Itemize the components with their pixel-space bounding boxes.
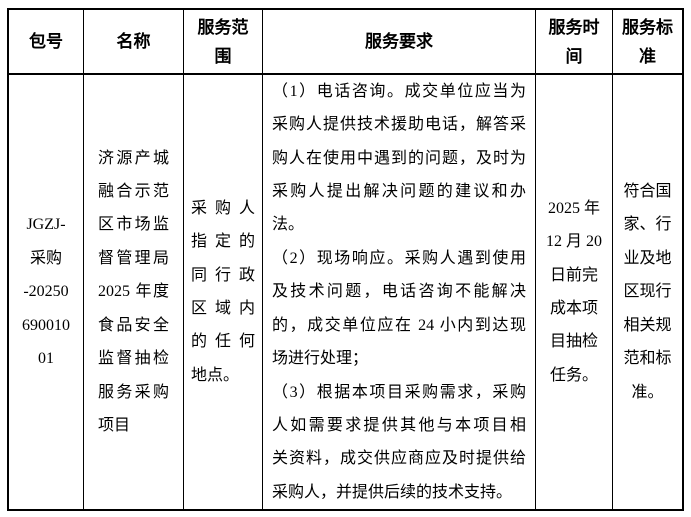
text-line: 任务。 — [549, 366, 598, 384]
text-line: 符合国 — [623, 183, 672, 201]
text-line: （3）根据本项目采购需求，采购 — [272, 383, 526, 401]
text-line: 法。 — [272, 216, 305, 234]
text-line: 监督抽检 — [98, 350, 169, 368]
header-service-time: 服务时间 — [536, 10, 613, 75]
text-line: 采购人 — [191, 199, 255, 217]
header-service-scope: 服务范围 — [184, 10, 263, 75]
text-line: 采购人提供技术援助电话，解答采 — [272, 116, 526, 134]
requirement-paragraph-3: （3）根据本项目采购需求，采购 人如需要求提供其他与本项目相 关资料，成交供应商应及… — [272, 376, 526, 509]
text-line: 采购 — [29, 249, 62, 267]
cell-service-requirements: （1）电话咨询。成交单位应当为 采购人提供技术援助电话，解答采 购人在使用中遇到的问… — [263, 75, 536, 509]
cell-service-time: 2025 年 12 月 20 日前完成本项目抽检任务。 — [536, 75, 613, 509]
text-line: -20250 — [23, 283, 69, 301]
header-service-standard: 服务标准 — [613, 10, 682, 75]
requirement-paragraph-2: （2）现场响应。采购人遇到使用 及技术问题，电话咨询不能解决 的，成交单位应在 24… — [272, 242, 526, 376]
requirement-paragraph-1: （1）电话咨询。成交单位应当为 采购人提供技术援助电话，解答采 购人在使用中遇到的问… — [272, 75, 526, 242]
text-line: 家、行 — [623, 216, 672, 234]
text-line: 区现行 — [623, 283, 672, 301]
text-line: （2）现场响应。采购人遇到使用 — [272, 249, 526, 267]
text-line: 的，成交单位应在 24 小内到达现 — [272, 316, 526, 334]
text-line: 区域内 — [191, 300, 255, 317]
text-line: 范和标 — [623, 350, 672, 368]
text-line: 01 — [38, 350, 54, 368]
text-line: 业及地 — [623, 249, 672, 267]
cell-package-no: JGZJ- 采购 -20250 690010 01 — [9, 75, 84, 509]
text-line: 2025 年度 — [98, 283, 169, 301]
text-line: 同行政 — [191, 266, 255, 284]
text-line: 690010 — [22, 316, 70, 334]
text-line: 采购人，并提供后续的技术支持。 — [272, 483, 513, 501]
text-line: 及技术问题，电话咨询不能解决 — [272, 283, 526, 301]
text-line: （1）电话咨询。成交单位应当为 — [272, 82, 526, 100]
text-line: 项目 — [98, 416, 131, 434]
text-line: 地点。 — [191, 366, 240, 384]
text-line: 督管理局 — [98, 249, 169, 267]
cell-service-standard: 符合国家、行业及地区现行相关规范和标准。 — [613, 75, 682, 509]
text-line: 12 月 20 — [545, 233, 602, 251]
text-line: 2025 年 — [547, 199, 600, 217]
procurement-service-table: 包号 名称 服务范围 服务要求 服务时间 服务标准 JGZJ- 采购 -20250 6… — [7, 8, 684, 511]
text-line: 成本项 — [549, 300, 598, 317]
text-line: 准。 — [631, 383, 664, 401]
text-line: 食品安全 — [98, 316, 169, 334]
text-line: 济源产城 — [98, 149, 169, 167]
text-line: 日前完 — [549, 266, 598, 284]
text-line: 的任何 — [191, 333, 255, 351]
text-line: 购人在使用中遇到的问题，及时为 — [272, 149, 526, 167]
cell-project-name: 济源产城融合示范区市场监督管理局 2025 年度 食品安全监督抽检服务采购项目 — [84, 75, 184, 509]
text-line: 指定的 — [191, 233, 255, 251]
text-line: 场进行处理； — [272, 350, 369, 368]
header-package-no: 包号 — [9, 10, 84, 75]
text-line: 服务采购 — [98, 383, 169, 401]
text-line: 相关规 — [623, 316, 672, 334]
text-line: 目抽检 — [549, 333, 598, 351]
text-line: 人如需要求提供其他与本项目相 — [272, 416, 526, 434]
text-line: JGZJ- — [26, 216, 66, 234]
text-line: 融合示范 — [98, 183, 169, 201]
header-service-requirements: 服务要求 — [263, 10, 536, 75]
header-name: 名称 — [84, 10, 184, 75]
text-line: 区市场监 — [98, 216, 169, 234]
text-line: 关资料，成交供应商应及时提供给 — [272, 450, 526, 468]
cell-service-scope: 采购人指定的同行政区域内的任何地点。 — [184, 75, 263, 509]
text-line: 采购人提出解决问题的建议和办 — [272, 183, 526, 201]
